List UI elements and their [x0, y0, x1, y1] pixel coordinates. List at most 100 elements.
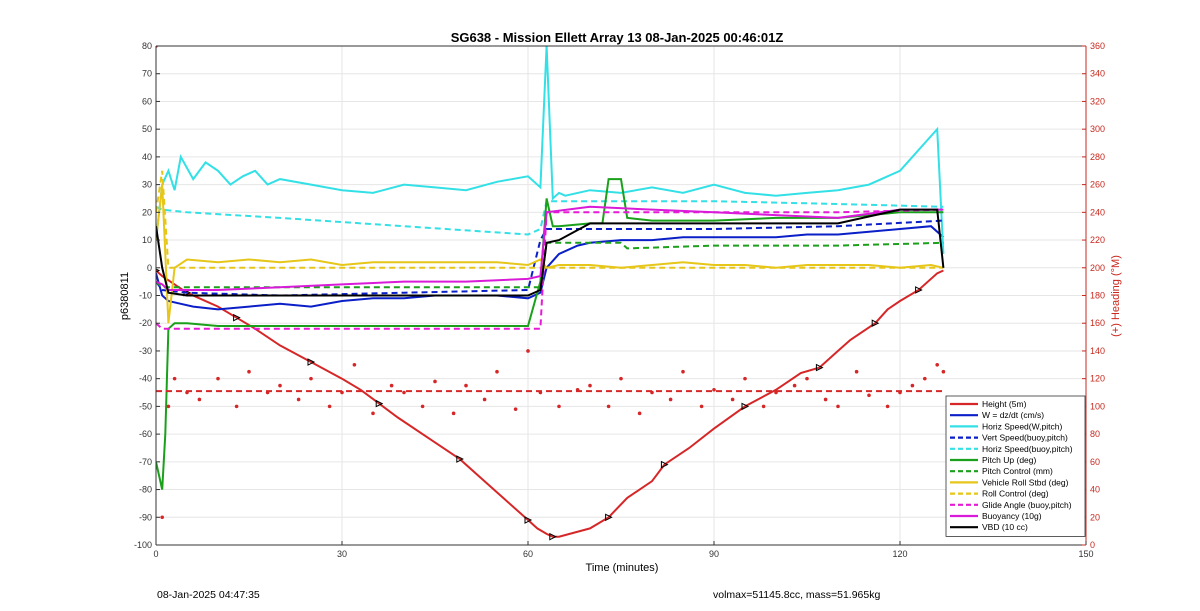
x-ticks: 0 30 60 90 120 150 — [153, 541, 1094, 559]
x-tick-label: 120 — [892, 549, 907, 559]
series-point — [606, 404, 611, 409]
series-point — [389, 383, 394, 388]
y-axis-label-left: p6380811 — [119, 272, 131, 320]
series-point — [451, 411, 456, 416]
legend-label: Horiz Speed(W,pitch) — [982, 421, 1062, 431]
y-tick-label-left: -20 — [139, 318, 152, 328]
y-tick-label-right: 60 — [1090, 457, 1100, 467]
series-point — [402, 390, 406, 395]
series-line — [156, 46, 945, 254]
y-tick-label-right: 20 — [1090, 512, 1100, 522]
height-marker — [915, 286, 923, 294]
x-tick-label: 0 — [153, 549, 158, 559]
series-line — [156, 225, 945, 311]
y-tick-label-left: 20 — [142, 207, 152, 217]
plot-series — [156, 46, 946, 541]
legend-label: Vert Speed(buoy,pitch) — [982, 433, 1068, 443]
y-tick-label-left: 70 — [142, 69, 152, 79]
series-point — [668, 397, 673, 402]
series-point — [619, 376, 623, 381]
chart-title: SG638 - Mission Ellett Array 13 08-Jan-2… — [451, 30, 784, 45]
series-point — [482, 397, 487, 402]
x-tick-label: 150 — [1078, 549, 1093, 559]
series-point — [557, 404, 561, 409]
x-axis-label: Time (minutes) — [586, 562, 659, 574]
y-tick-label-left: 40 — [142, 152, 152, 162]
series-line — [156, 241, 944, 289]
legend: Height (5m)W = dz/dt (cm/s)Horiz Speed(W… — [945, 395, 1086, 537]
y-ticks-right: 0 20 40 60 80 100 120 140 160 180 200 220 240 260 280 3… — [1082, 41, 1105, 550]
series-point — [216, 376, 220, 381]
height-marker — [741, 402, 750, 411]
series-point — [327, 404, 332, 409]
series-point — [197, 397, 202, 402]
y-tick-label-left: 10 — [142, 235, 152, 245]
y-tick-label-left: -70 — [139, 457, 152, 467]
legend-label: Vehicle Roll Stbd (deg) — [982, 477, 1069, 487]
y-tick-label-right: 360 — [1090, 41, 1105, 51]
series-line — [156, 200, 944, 236]
series-point — [836, 404, 840, 409]
series-point — [743, 376, 747, 381]
x-tick-label: 90 — [709, 549, 719, 559]
series-point — [699, 404, 704, 409]
footer-summary: volmax=51145.8cc, mass=51.965kg — [713, 589, 881, 601]
y-tick-label-right: 280 — [1090, 152, 1105, 162]
series-point — [637, 411, 642, 416]
y-axis-label-right: (+) Heading (°M) — [1110, 255, 1122, 337]
height-marker — [375, 399, 384, 408]
height-marker — [605, 513, 613, 522]
series-point — [867, 393, 871, 398]
legend-label: Horiz Speed(buoy,pitch) — [982, 444, 1073, 454]
y-tick-label-left: -40 — [139, 374, 152, 384]
legend-label: Roll Control (deg) — [982, 489, 1049, 499]
series-point — [309, 376, 313, 381]
y-tick-label-right: 140 — [1090, 346, 1105, 356]
series-point — [464, 383, 468, 388]
y-tick-label-left: 50 — [142, 124, 152, 134]
height-marker — [307, 358, 316, 366]
y-tick-label-right: 340 — [1090, 69, 1105, 79]
series-line — [156, 208, 945, 297]
y-tick-label-right: 0 — [1090, 540, 1095, 550]
y-tick-label-left: -90 — [139, 512, 152, 522]
y-tick-label-right: 260 — [1090, 180, 1105, 190]
legend-label: VBD (10 cc) — [982, 522, 1028, 532]
series-point — [296, 397, 301, 402]
series-point — [513, 407, 518, 411]
series-point — [247, 369, 251, 374]
series-point — [166, 404, 171, 409]
series-point — [941, 369, 946, 374]
y-tick-label-left: 0 — [147, 263, 152, 273]
height-marker — [815, 363, 824, 372]
legend-label: Height (5m) — [982, 399, 1027, 409]
height-marker — [524, 516, 533, 524]
y-tick-label-right: 80 — [1090, 429, 1100, 439]
series-point — [160, 515, 164, 520]
y-tick-label-left: 80 — [142, 41, 152, 51]
x-tick-label: 60 — [523, 549, 533, 559]
legend-label: Glide Angle (buoy,pitch) — [982, 500, 1072, 510]
series-point — [352, 363, 357, 367]
y-tick-label-left: -30 — [139, 346, 152, 356]
y-tick-label-right: 160 — [1090, 318, 1105, 328]
series-point — [761, 404, 766, 409]
y-tick-label-right: 120 — [1090, 374, 1105, 384]
series-point — [805, 376, 809, 381]
series-point — [854, 369, 859, 374]
series-point — [935, 363, 939, 367]
series-point — [910, 383, 915, 388]
legend-label: Pitch Up (deg) — [982, 455, 1036, 465]
series-point — [433, 379, 437, 384]
series-line — [156, 178, 944, 490]
series-point — [792, 383, 797, 388]
height-marker — [871, 319, 880, 328]
series-point — [885, 404, 890, 409]
series-point — [371, 411, 375, 416]
series-point — [730, 397, 735, 402]
x-tick-label: 30 — [337, 549, 347, 559]
legend-box — [945, 395, 1086, 537]
series-line — [156, 205, 944, 291]
series-point — [420, 404, 425, 409]
series-point — [823, 397, 828, 402]
